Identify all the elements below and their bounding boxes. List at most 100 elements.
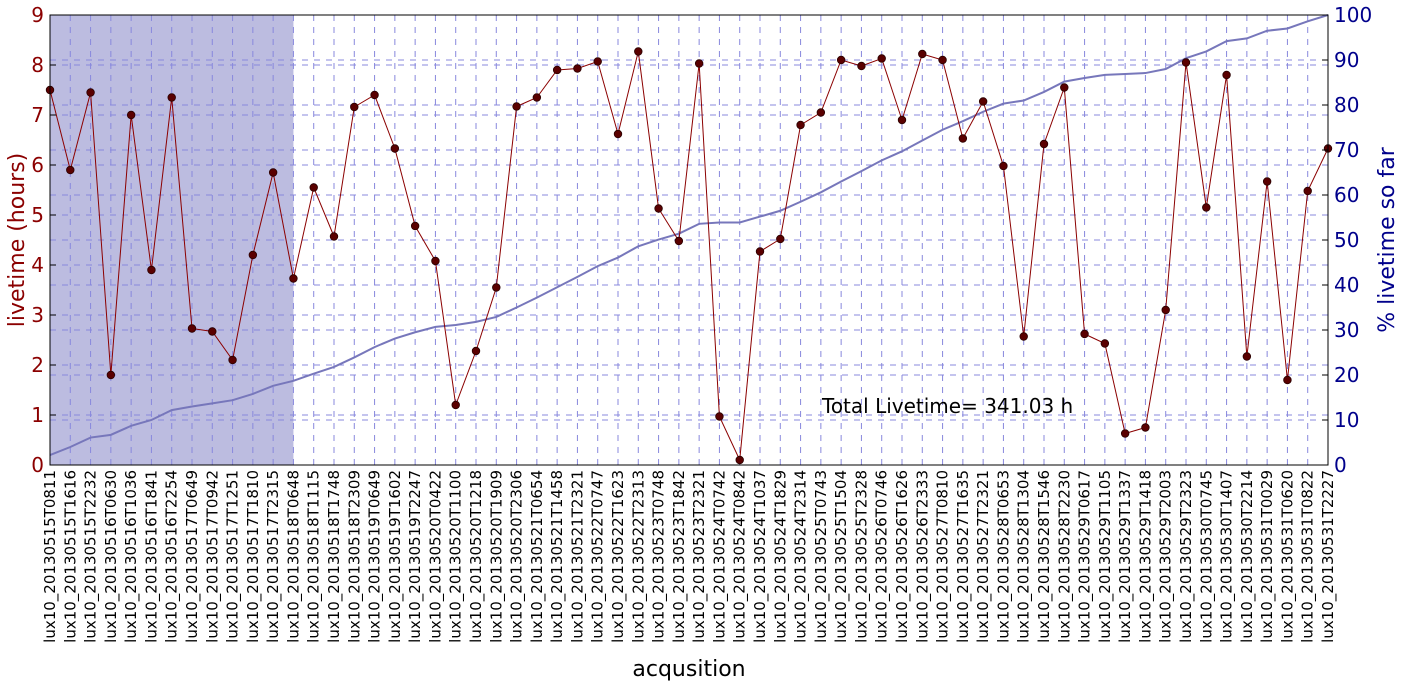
y-left-tick-label: 0: [31, 453, 44, 477]
livetime-point: [938, 55, 947, 65]
livetime-point: [1120, 429, 1130, 438]
x-category-label: lux10_20130529T2003: [1157, 470, 1176, 643]
livetime-point: [66, 165, 75, 175]
series-cumulative-line: [49, 14, 1329, 457]
livetime-point: [512, 102, 521, 111]
livetime-point: [289, 274, 298, 283]
x-category-label: lux10_20130524T1829: [771, 470, 790, 643]
y-left-tick-label: 1: [31, 403, 44, 427]
x-category-label: lux10_20130524T2314: [792, 470, 811, 643]
x-category-label: lux10_20130527T1635: [954, 470, 973, 643]
chart-annotation: Total Livetime= 341.03 h: [821, 394, 1073, 418]
livetime-point: [147, 265, 156, 275]
livetime-point: [1303, 186, 1312, 196]
x-category-label: lux10_20130517T2315: [264, 470, 283, 643]
livetime-point: [431, 256, 440, 266]
x-category-label: lux10_20130522T1623: [609, 470, 628, 643]
livetime-point: [106, 370, 116, 380]
x-category-label: lux10_20130529T0617: [1076, 470, 1095, 643]
y-right-tick-label: 70: [1334, 138, 1359, 162]
livetime-point: [471, 346, 481, 356]
x-category-label: lux10_20130517T1251: [224, 470, 243, 643]
x-category-label: lux10_20130530T1407: [1218, 470, 1237, 643]
x-category-label: lux10_20130531T0620: [1278, 470, 1297, 643]
x-category-label: lux10_20130517T0942: [203, 470, 222, 643]
livetime-point: [1181, 58, 1191, 67]
x-category-label: lux10_20130527T0810: [934, 470, 953, 643]
livetime-point: [350, 102, 359, 112]
y-left-tick-label: 7: [31, 103, 44, 127]
x-category-label: lux10_20130523T1842: [670, 470, 689, 643]
y-right-tick-label: 50: [1334, 228, 1359, 252]
livetime-point: [978, 97, 988, 106]
x-category-label: lux10_20130519T0649: [366, 470, 385, 643]
x-category-label: lux10_20130520T2306: [508, 470, 527, 643]
x-category-label: lux10_20130522T2313: [629, 470, 648, 643]
livetime-point: [593, 57, 602, 66]
livetime-point: [1202, 203, 1211, 212]
y-left-tick-label: 5: [31, 203, 44, 227]
livetime-point: [654, 204, 663, 213]
y-left-tick-label: 2: [31, 353, 44, 377]
x-category-label: lux10_20130518T1748: [325, 470, 344, 643]
x-category-label: lux10_20130520T1218: [467, 470, 486, 643]
x-category-label: lux10_20130521T1458: [548, 470, 567, 643]
x-category-label: lux10_20130523T0748: [650, 470, 669, 643]
x-category-label: lux10_20130526T1626: [893, 470, 912, 643]
x-category-label: lux10_20130525T0743: [812, 470, 831, 643]
y-left-tick-label: 6: [31, 153, 44, 177]
x-category-label: lux10_20130516T1036: [122, 470, 141, 643]
livetime-point: [958, 134, 968, 143]
livetime-point: [1039, 139, 1049, 149]
livetime-point: [370, 90, 379, 100]
livetime-point: [755, 247, 765, 256]
x-category-label: lux10_20130528T1546: [1035, 470, 1054, 643]
x-category-label: lux10_20130528T2230: [1055, 470, 1074, 643]
x-category-label: lux10_20130524T0742: [710, 470, 729, 643]
livetime-point: [776, 234, 785, 244]
x-category-label: lux10_20130520T1100: [447, 470, 466, 643]
livetime-point: [674, 236, 684, 246]
x-category-label: lux10_20130528T1304: [1015, 470, 1034, 643]
livetime-point: [1080, 329, 1089, 339]
livetime-point: [816, 108, 826, 117]
x-category-label: lux10_20130524T0842: [731, 470, 750, 643]
livetime-point: [268, 168, 278, 177]
x-category-label: lux10_20130516T1841: [142, 470, 161, 643]
livetime-point: [1242, 352, 1252, 361]
livetime-point: [86, 88, 95, 97]
livetime-point: [1283, 375, 1292, 385]
x-category-label: lux10_20130518T2309: [345, 470, 364, 643]
x-category-label: lux10_20130517T1810: [244, 470, 263, 643]
x-category-label: lux10_20130529T1337: [1116, 470, 1135, 643]
y-axis-left-title: livetime (hours): [5, 153, 30, 328]
x-category-label: lux10_20130531T0029: [1258, 470, 1277, 643]
y-left-tick-label: 3: [31, 303, 44, 327]
x-category-label: lux10_20130524T1037: [751, 470, 770, 643]
livetime-point: [836, 55, 846, 65]
x-category-label: lux10_20130529T1105: [1096, 470, 1115, 643]
x-category-label: lux10_20130526T0746: [873, 470, 892, 643]
livetime-point: [613, 129, 623, 139]
x-category-label: lux10_20130530T2214: [1238, 470, 1257, 643]
x-category-label: lux10_20130526T2333: [913, 470, 932, 643]
livetime-point: [1019, 332, 1028, 341]
y-right-tick-label: 60: [1334, 183, 1359, 207]
livetime-point: [552, 65, 562, 75]
x-axis-title: acqusition: [632, 657, 745, 682]
x-category-label: lux10_20130519T2247: [406, 470, 425, 643]
x-category-label: lux10_20130518T1115: [305, 470, 324, 643]
livetime-point: [1222, 70, 1231, 80]
livetime-point: [1141, 423, 1150, 432]
livetime-point: [796, 120, 805, 130]
livetime-point: [532, 93, 542, 102]
x-category-label: lux10_20130515T2232: [82, 470, 101, 643]
x-category-label: lux10_20130525T2328: [852, 470, 871, 643]
y-right-tick-label: 100: [1334, 3, 1372, 27]
x-category-label: lux10_20130529T1418: [1136, 470, 1155, 643]
x-category-label: lux10_20130531T2227: [1319, 470, 1338, 643]
x-category-label: lux10_20130520T0422: [426, 470, 445, 643]
livetime-point: [451, 400, 460, 410]
x-category-label: lux10_20130515T1616: [61, 470, 80, 643]
